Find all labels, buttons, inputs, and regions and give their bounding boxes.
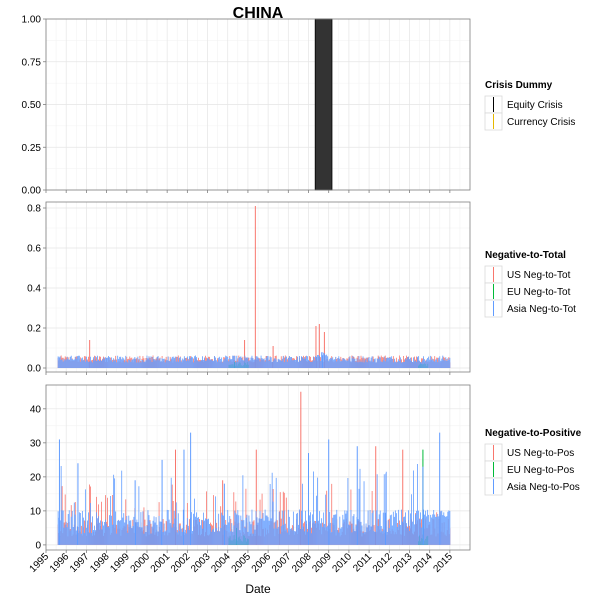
x-tick-label: 1996 (48, 551, 72, 575)
x-tick-label: 2005 (230, 551, 254, 575)
series-bars (57, 352, 451, 368)
x-tick-label: 2006 (250, 551, 274, 575)
x-tick-label: 2009 (310, 551, 334, 575)
y-tick-label: 0.2 (27, 324, 41, 335)
x-tick-label: 2012 (371, 551, 395, 575)
x-tick-label: 2011 (351, 551, 374, 574)
chart-title: CHINA (233, 5, 284, 22)
legend-3: Negative-to-Positive US Neg-to-Pos EU Neg-… (484, 428, 582, 496)
legend-label: Asia Neg-to-Tot (507, 304, 576, 315)
x-tick-label: 2002 (169, 551, 193, 575)
x-tick-label: 1995 (28, 551, 52, 575)
legend-label: Asia Neg-to-Pos (507, 482, 580, 493)
y-tick-label: 0.00 (22, 186, 42, 197)
x-tick-label: 1997 (68, 551, 92, 575)
panel-border (45, 201, 471, 373)
y-tick-label: 0.0 (27, 364, 41, 375)
y-tick-label: 10 (30, 506, 42, 517)
x-tick-label: 2003 (189, 551, 213, 575)
legend-label: EU Neg-to-Pos (507, 465, 574, 476)
x-tick-label: 2007 (270, 551, 294, 575)
x-tick-label: 2015 (431, 551, 455, 575)
legend-2: Negative-to-Total US Neg-to-Tot EU Neg-to-… (484, 250, 576, 318)
y-tick-label: 0.25 (22, 143, 42, 154)
y-tick-label: 20 (30, 472, 42, 483)
series-asia-neg-to-tot (57, 352, 451, 368)
y-tick-label: 0.75 (22, 57, 42, 68)
legend-1: Crisis Dummy Equity Crisis Currency Crisis (484, 80, 575, 131)
crisis-period-bar (314, 18, 333, 191)
series-asia-neg-to-pos (57, 432, 451, 545)
x-tick-label: 2013 (391, 551, 415, 575)
y-tick-label: 0.50 (22, 100, 42, 111)
x-tick-label: 2000 (129, 551, 153, 575)
y-tick-label: 0.8 (27, 204, 41, 215)
x-axis-title: Date (245, 582, 271, 596)
y-tick-label: 0.6 (27, 244, 41, 255)
x-tick-label: 2004 (209, 551, 233, 575)
legend-label: Currency Crisis (507, 117, 575, 128)
y-tick-label: 0.4 (27, 284, 41, 295)
legend-label: Equity Crisis (507, 100, 563, 111)
x-tick-label: 2010 (331, 551, 355, 575)
series-bars (57, 463, 451, 545)
legend-label: US Neg-to-Pos (507, 448, 574, 459)
panel-border (45, 384, 471, 551)
x-tick-labels: 1995199619971998199920002001200220032004… (28, 551, 456, 575)
y-tick-label: 1.00 (22, 15, 42, 26)
y-tick-label: 30 (30, 438, 42, 449)
x-tick-label: 2014 (411, 551, 435, 575)
panel-1: 0.00 0.25 0.50 0.75 1.00 (22, 15, 471, 197)
y-tick-label: 40 (30, 404, 42, 415)
x-tick-label: 1999 (108, 551, 132, 575)
legend-label: US Neg-to-Tot (507, 270, 571, 281)
legend-title: Negative-to-Total (485, 250, 566, 261)
legend-title: Crisis Dummy (485, 80, 553, 91)
x-tick-label: 2008 (290, 551, 314, 575)
legend-title: Negative-to-Positive (485, 428, 582, 439)
x-tick-label: 1998 (88, 551, 112, 575)
x-tick-label: 2001 (149, 551, 173, 575)
y-tick-label: 0 (35, 540, 41, 551)
panel-2: 0.0 0.2 0.4 0.6 0.8 (27, 201, 471, 375)
legend-label: EU Neg-to-Tot (507, 287, 571, 298)
panel-3: 0 10 20 30 40 (30, 384, 471, 553)
